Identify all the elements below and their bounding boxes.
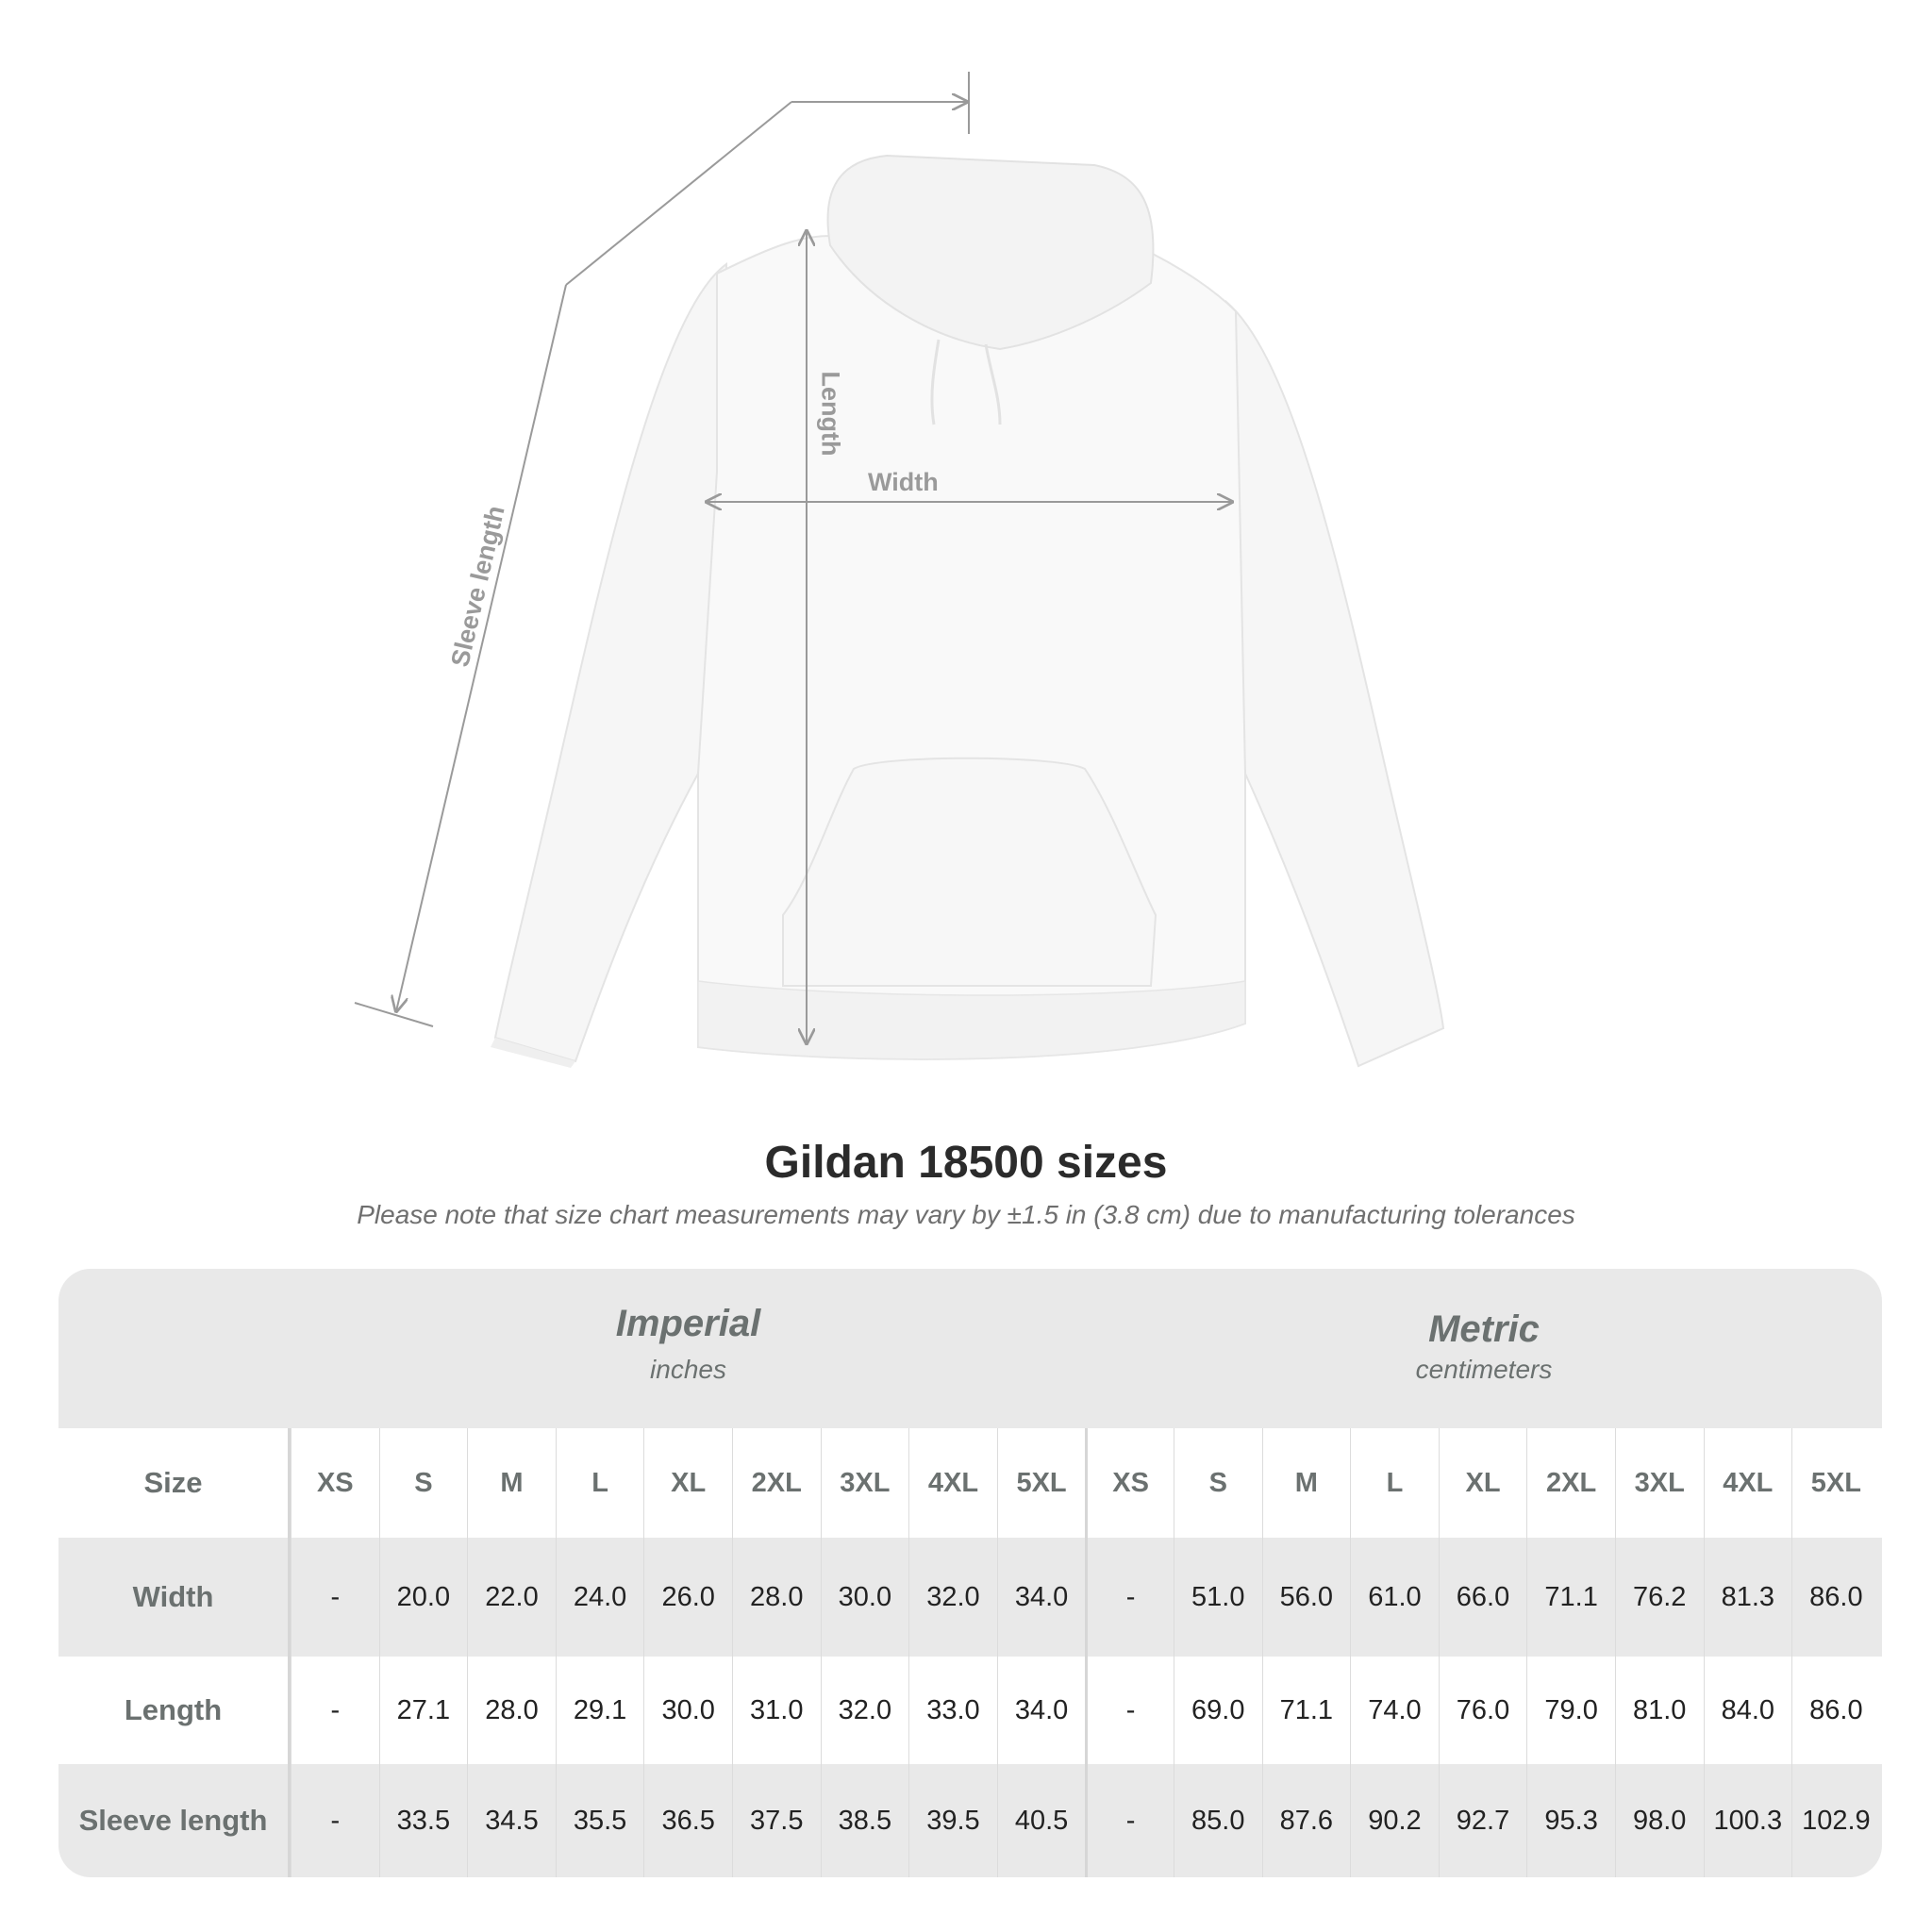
metric-header: Metric centimeters: [1086, 1269, 1882, 1428]
metric-unit: centimeters: [1415, 1355, 1553, 1384]
row-label: Sleeve length: [58, 1764, 291, 1877]
metric-value-cell: 51.0: [1173, 1538, 1262, 1657]
imperial-value-cell: 28.0: [467, 1657, 556, 1764]
row-label: Length: [58, 1657, 291, 1764]
imperial-value-cell: 35.5: [555, 1764, 644, 1877]
metric-value-cell: 86.0: [1791, 1538, 1880, 1657]
metric-heading: Metric: [1428, 1308, 1540, 1350]
imperial-value-cell: 33.5: [378, 1764, 468, 1877]
page-title: Gildan 18500 sizes: [764, 1138, 1168, 1188]
hoodie-image: [491, 154, 1445, 1068]
metric-value-cell: 98.0: [1614, 1764, 1704, 1877]
metric-value-cell: 76.0: [1438, 1657, 1527, 1764]
metric-size-header: 5XL: [1791, 1428, 1880, 1538]
imperial-heading: Imperial: [615, 1303, 761, 1344]
metric-value-cell: 95.3: [1526, 1764, 1615, 1877]
imperial-size-header: XS: [291, 1428, 379, 1538]
metric-value-cell: -: [1085, 1538, 1174, 1657]
metric-value-cell: 81.3: [1703, 1538, 1792, 1657]
metric-value-cell: 86.0: [1791, 1657, 1880, 1764]
sleeve-bottom-tick: [354, 1002, 434, 1027]
imperial-size-header: 5XL: [996, 1428, 1086, 1538]
imperial-value-cell: 34.0: [996, 1657, 1086, 1764]
imperial-value-cell: 29.1: [555, 1657, 644, 1764]
metric-value-cell: 71.1: [1526, 1538, 1615, 1657]
table-row-length: Length -27.1 28.0 29.1 30.0 31.0 32.0 33.0 34.0-…: [58, 1657, 1882, 1764]
imperial-unit: inches: [650, 1355, 726, 1384]
imperial-value-cell: 39.5: [908, 1764, 997, 1877]
size-table: Imperial inches Metric centimeters Size …: [58, 1269, 1882, 1877]
length-label: Length: [816, 371, 845, 457]
metric-size-header: XL: [1438, 1428, 1527, 1538]
imperial-value-cell: 32.0: [820, 1657, 909, 1764]
imperial-value-cell: 30.0: [820, 1538, 909, 1657]
metric-value-cell: 102.9: [1791, 1764, 1880, 1877]
tolerance-note: Please note that size chart measurements…: [357, 1200, 1575, 1229]
metric-value-cell: 66.0: [1438, 1538, 1527, 1657]
metric-value-cell: 61.0: [1350, 1538, 1439, 1657]
metric-size-header: L: [1350, 1428, 1439, 1538]
size-header-row: Size XS S M L XL 2XL 3XL 4XL 5XL XS S M L XL 2XL 3XL 4XL…: [58, 1428, 1882, 1538]
metric-value-cell: 56.0: [1261, 1538, 1351, 1657]
metric-value-cell: 87.6: [1261, 1764, 1351, 1877]
metric-size-header: 2XL: [1526, 1428, 1615, 1538]
imperial-value-cell: 38.5: [820, 1764, 909, 1877]
metric-value-cell: 76.2: [1614, 1538, 1704, 1657]
measurement-lines: [354, 72, 1232, 1043]
imperial-value-cell: -: [291, 1538, 379, 1657]
metric-value-cell: 79.0: [1526, 1657, 1615, 1764]
metric-value-cell: 85.0: [1173, 1764, 1262, 1877]
table-row-sleeve-length: Sleeve length -33.5 34.5 35.5 36.5 37.5 38.5 39…: [58, 1764, 1882, 1877]
imperial-value-cell: 37.5: [731, 1764, 821, 1877]
metric-value-cell: 90.2: [1350, 1764, 1439, 1877]
imperial-size-header: 3XL: [820, 1428, 909, 1538]
metric-value-cell: 69.0: [1173, 1657, 1262, 1764]
metric-value-cell: 74.0: [1350, 1657, 1439, 1764]
metric-value-cell: 84.0: [1703, 1657, 1792, 1764]
imperial-value-cell: 33.0: [908, 1657, 997, 1764]
imperial-value-cell: 24.0: [555, 1538, 644, 1657]
imperial-size-header: 4XL: [908, 1428, 997, 1538]
imperial-value-cell: -: [291, 1764, 379, 1877]
imperial-size-header: 2XL: [731, 1428, 821, 1538]
imperial-value-cell: 27.1: [378, 1657, 468, 1764]
imperial-value-cell: 34.5: [467, 1764, 556, 1877]
imperial-value-cell: -: [291, 1657, 379, 1764]
imperial-value-cell: 20.0: [378, 1538, 468, 1657]
imperial-size-header: XL: [643, 1428, 732, 1538]
metric-size-header: 3XL: [1614, 1428, 1704, 1538]
imperial-value-cell: 40.5: [996, 1764, 1086, 1877]
imperial-size-header: L: [555, 1428, 644, 1538]
imperial-size-header: S: [378, 1428, 468, 1538]
metric-value-cell: 92.7: [1438, 1764, 1527, 1877]
imperial-value-cell: 36.5: [643, 1764, 732, 1877]
size-label: Size: [58, 1428, 291, 1538]
metric-value-cell: 81.0: [1614, 1657, 1704, 1764]
metric-size-header: S: [1173, 1428, 1262, 1538]
imperial-value-cell: 26.0: [643, 1538, 732, 1657]
metric-size-header: M: [1261, 1428, 1351, 1538]
imperial-value-cell: 31.0: [731, 1657, 821, 1764]
imperial-value-cell: 30.0: [643, 1657, 732, 1764]
table-row-width: Width -20.0 22.0 24.0 26.0 28.0 30.0 32.0 34.0-5…: [58, 1538, 1882, 1657]
metric-value-cell: -: [1085, 1764, 1174, 1877]
metric-size-header: 4XL: [1703, 1428, 1792, 1538]
metric-value-cell: -: [1085, 1657, 1174, 1764]
imperial-value-cell: 28.0: [731, 1538, 821, 1657]
width-label: Width: [868, 468, 939, 496]
metric-value-cell: 100.3: [1703, 1764, 1792, 1877]
imperial-size-header: M: [467, 1428, 556, 1538]
hoodie-illustration: [354, 72, 1445, 1068]
metric-value-cell: 71.1: [1261, 1657, 1351, 1764]
imperial-value-cell: 22.0: [467, 1538, 556, 1657]
imperial-value-cell: 34.0: [996, 1538, 1086, 1657]
metric-size-header: XS: [1085, 1428, 1174, 1538]
imperial-value-cell: 32.0: [908, 1538, 997, 1657]
imperial-header: Imperial inches: [291, 1269, 1086, 1428]
row-label: Width: [58, 1538, 291, 1657]
